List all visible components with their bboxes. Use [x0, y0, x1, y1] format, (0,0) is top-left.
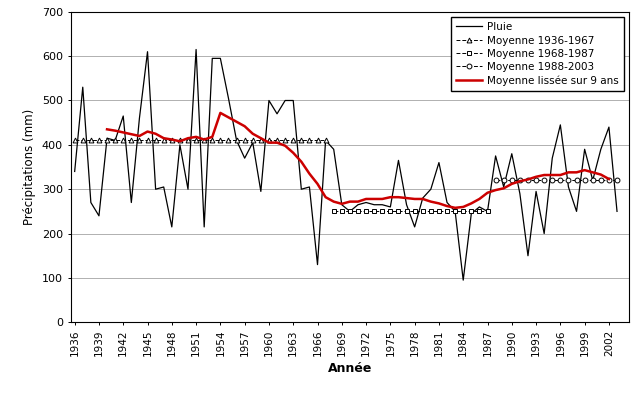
Moyenne lissée sur 9 ans: [605, 176, 612, 181]
Moyenne 1968-1987: [370, 209, 378, 214]
Moyenne 1968-1987: [395, 209, 403, 214]
Pluie: [71, 169, 78, 174]
Pluie: [613, 209, 621, 214]
Moyenne 1936-1967: [232, 138, 240, 143]
Moyenne lissée sur 9 ans: [362, 196, 370, 201]
Moyenne 1968-1987: [346, 209, 354, 214]
Moyenne 1936-1967: [314, 138, 322, 143]
Moyenne 1988-2003: [492, 178, 499, 183]
Moyenne 1936-1967: [297, 138, 305, 143]
Moyenne 1968-1987: [467, 209, 475, 214]
Moyenne 1968-1987: [411, 209, 419, 214]
X-axis label: Année: Année: [327, 362, 372, 375]
Legend: Pluie, Moyenne 1936-1967, Moyenne 1968-1987, Moyenne 1988-2003, Moyenne lissée s: Pluie, Moyenne 1936-1967, Moyenne 1968-1…: [451, 17, 624, 91]
Moyenne 1988-2003: [548, 178, 556, 183]
Moyenne 1968-1987: [378, 209, 386, 214]
Moyenne 1968-1987: [483, 209, 491, 214]
Line: Moyenne lissée sur 9 ans: Moyenne lissée sur 9 ans: [107, 113, 609, 208]
Pluie: [573, 209, 580, 214]
Moyenne 1988-2003: [508, 178, 516, 183]
Moyenne lissée sur 9 ans: [265, 140, 273, 145]
Moyenne 1968-1987: [354, 209, 362, 214]
Moyenne 1936-1967: [152, 138, 159, 143]
Moyenne 1936-1967: [119, 138, 127, 143]
Moyenne lissée sur 9 ans: [451, 206, 459, 210]
Moyenne 1936-1967: [144, 138, 152, 143]
Pluie: [581, 147, 589, 152]
Moyenne lissée sur 9 ans: [346, 199, 354, 204]
Moyenne 1936-1967: [241, 138, 248, 143]
Moyenne 1988-2003: [564, 178, 572, 183]
Moyenne 1936-1967: [200, 138, 208, 143]
Moyenne 1988-2003: [597, 178, 605, 183]
Moyenne 1968-1987: [443, 209, 451, 214]
Moyenne 1936-1967: [168, 138, 176, 143]
Moyenne 1968-1987: [330, 209, 338, 214]
Moyenne 1968-1987: [427, 209, 435, 214]
Moyenne 1968-1987: [403, 209, 410, 214]
Moyenne 1988-2003: [613, 178, 621, 183]
Moyenne 1936-1967: [135, 138, 143, 143]
Pluie: [443, 200, 451, 205]
Moyenne 1936-1967: [306, 138, 313, 143]
Moyenne 1936-1967: [290, 138, 297, 143]
Moyenne 1988-2003: [500, 178, 508, 183]
Moyenne 1968-1987: [476, 209, 483, 214]
Moyenne 1988-2003: [541, 178, 548, 183]
Moyenne lissée sur 9 ans: [467, 201, 475, 206]
Moyenne 1968-1987: [460, 209, 467, 214]
Moyenne 1968-1987: [451, 209, 459, 214]
Pluie: [476, 205, 483, 209]
Moyenne 1936-1967: [128, 138, 135, 143]
Moyenne 1968-1987: [362, 209, 370, 214]
Moyenne 1988-2003: [516, 178, 524, 183]
Moyenne 1936-1967: [192, 138, 200, 143]
Moyenne 1988-2003: [532, 178, 540, 183]
Moyenne 1988-2003: [557, 178, 564, 183]
Moyenne 1988-2003: [605, 178, 612, 183]
Moyenne 1936-1967: [249, 138, 257, 143]
Moyenne 1936-1967: [111, 138, 119, 143]
Pluie: [460, 278, 467, 283]
Moyenne 1968-1987: [338, 209, 345, 214]
Moyenne 1936-1967: [103, 138, 111, 143]
Moyenne 1988-2003: [581, 178, 589, 183]
Moyenne 1968-1987: [435, 209, 443, 214]
Line: Pluie: Pluie: [74, 50, 617, 280]
Moyenne 1988-2003: [589, 178, 596, 183]
Moyenne 1988-2003: [573, 178, 580, 183]
Moyenne 1936-1967: [209, 138, 216, 143]
Moyenne 1936-1967: [273, 138, 281, 143]
Moyenne 1936-1967: [79, 138, 87, 143]
Moyenne 1936-1967: [216, 138, 224, 143]
Moyenne 1936-1967: [265, 138, 273, 143]
Moyenne 1936-1967: [257, 138, 265, 143]
Pluie: [192, 47, 200, 52]
Moyenne 1936-1967: [160, 138, 168, 143]
Moyenne lissée sur 9 ans: [103, 127, 111, 132]
Line: Moyenne 1936-1967: Moyenne 1936-1967: [73, 138, 328, 143]
Moyenne 1936-1967: [95, 138, 103, 143]
Moyenne 1936-1967: [184, 138, 192, 143]
Pluie: [564, 185, 572, 189]
Moyenne 1968-1987: [386, 209, 394, 214]
Moyenne 1936-1967: [322, 138, 329, 143]
Pluie: [516, 191, 524, 196]
Y-axis label: Précipitations (mm): Précipitations (mm): [23, 109, 37, 225]
Line: Moyenne 1968-1987: Moyenne 1968-1987: [331, 209, 490, 214]
Moyenne 1968-1987: [419, 209, 426, 214]
Moyenne 1936-1967: [176, 138, 184, 143]
Line: Moyenne 1988-2003: Moyenne 1988-2003: [493, 178, 620, 183]
Moyenne 1936-1967: [225, 138, 232, 143]
Moyenne 1936-1967: [281, 138, 289, 143]
Moyenne lissée sur 9 ans: [249, 131, 257, 136]
Moyenne 1936-1967: [87, 138, 95, 143]
Moyenne lissée sur 9 ans: [216, 110, 224, 115]
Moyenne 1936-1967: [71, 138, 78, 143]
Moyenne lissée sur 9 ans: [597, 172, 605, 177]
Moyenne 1988-2003: [524, 178, 532, 183]
